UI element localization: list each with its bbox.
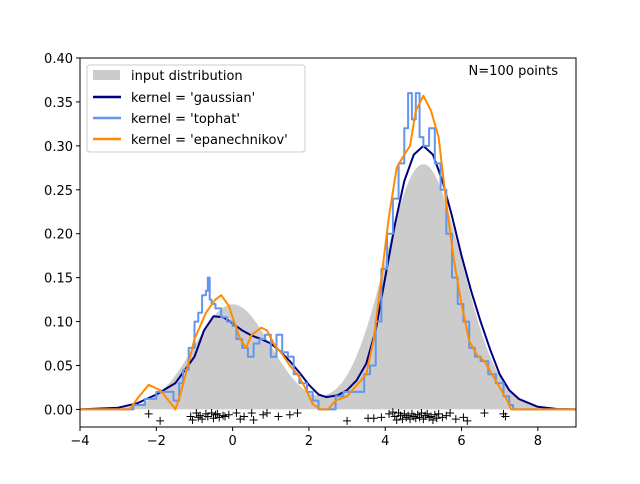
sample-marker [240, 412, 249, 421]
sample-marker [390, 412, 399, 421]
axes-frame [79, 57, 577, 428]
sample-marker [411, 414, 420, 423]
sample-marker [377, 413, 386, 422]
sample-marker [196, 411, 205, 420]
y-tick-label: 0.25 [44, 184, 73, 199]
sample-marker [186, 412, 195, 421]
sample-marker [203, 412, 212, 421]
y-tick-label: 0.30 [44, 140, 73, 155]
sample-marker [501, 412, 510, 421]
sample-marker [219, 411, 228, 420]
input-distribution-area [80, 164, 576, 410]
y-tick-label: 0.00 [44, 403, 73, 418]
legend-label-input: input distribution [131, 69, 243, 84]
sample-marker [396, 411, 405, 420]
sample-marker [409, 412, 418, 421]
y-tick-label: 0.10 [44, 316, 73, 331]
sample-marker [194, 413, 203, 422]
sample-marker [400, 409, 409, 418]
sample-marker [398, 415, 407, 424]
sample-marker [392, 415, 401, 424]
sample-marker [262, 408, 271, 417]
sample-marker [388, 408, 397, 417]
sample-marker [285, 410, 294, 419]
legend-box [86, 64, 306, 153]
legend-label-gaussian: kernel = 'gaussian' [131, 91, 255, 106]
sample-marker [421, 411, 430, 420]
sample-marker [247, 408, 256, 417]
y-tick-label: 0.20 [44, 228, 73, 243]
sample-marker [369, 414, 378, 423]
sample-marker [144, 409, 153, 418]
x-tick-label: 8 [534, 434, 542, 449]
sample-marker [209, 414, 218, 423]
sample-marker [188, 415, 197, 424]
sample-marker [428, 415, 437, 424]
y-tick-label: 0.40 [44, 52, 73, 67]
sample-marker [480, 408, 489, 417]
legend-label-tophat: kernel = 'tophat' [131, 112, 240, 127]
sample-marker [224, 410, 233, 419]
sample-marker [451, 415, 460, 424]
sample-marker [343, 416, 352, 425]
sample-marker [402, 413, 411, 422]
sample-marker [249, 415, 258, 424]
sample-marker [432, 414, 441, 423]
sample-marker [213, 409, 222, 418]
series-line-epanechnikov [80, 94, 576, 411]
legend-label-epanechnikov: kernel = 'epanechnikov' [131, 133, 288, 148]
sample-marker [459, 413, 468, 422]
x-tick-label: 0 [228, 434, 236, 449]
sample-marker [259, 410, 268, 419]
sample-marker [463, 416, 472, 425]
x-tick-label: 2 [305, 434, 313, 449]
y-tick-label: 0.15 [44, 272, 73, 287]
sample-marker [220, 412, 229, 421]
axis-ticks: −4 −2 0 2 4 6 8 0.00 0.05 0.10 0.15 0.20 0.25 0.30 0.3… [44, 52, 542, 449]
annotation-n-points: N=100 points [469, 64, 559, 79]
x-tick-label: 6 [457, 434, 465, 449]
sample-marker [385, 409, 394, 418]
sample-marker [274, 412, 283, 421]
sample-marker [293, 408, 302, 417]
sample-marker [232, 408, 241, 417]
sample-marker [198, 415, 207, 424]
series-line-gaussian [79, 144, 577, 411]
sample-marker [215, 413, 224, 422]
plot-area [79, 92, 577, 425]
x-tick-label: 4 [381, 434, 389, 449]
sample-marker [434, 409, 443, 418]
sample-marker [438, 413, 447, 422]
sample-marker [446, 408, 455, 417]
sample-marker [427, 412, 436, 421]
legend-swatch-input [93, 70, 120, 80]
y-tick-label: 0.05 [44, 360, 73, 375]
x-tick-label: −2 [147, 434, 166, 449]
sample-marker [404, 411, 413, 420]
sample-marker [430, 410, 439, 419]
x-tick-label: −4 [70, 434, 89, 449]
y-tick-label: 0.35 [44, 96, 73, 111]
legend: input distribution kernel = 'gaussian' k… [86, 64, 306, 153]
sample-marker [207, 408, 216, 417]
sample-marker [419, 415, 428, 424]
sample-marker [156, 416, 165, 425]
sample-marker [415, 413, 424, 422]
